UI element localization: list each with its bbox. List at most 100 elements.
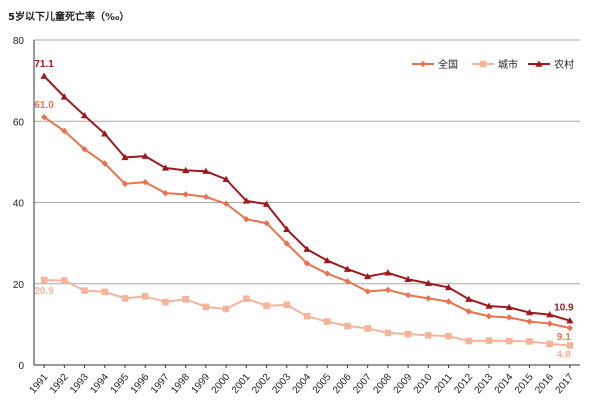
data-label: 9.1 [557,332,571,343]
data-point [80,111,89,119]
data-point [243,215,250,223]
data-point [283,301,291,309]
data-point [364,272,372,280]
data-point [526,318,533,325]
data-point [344,278,351,285]
data-point [162,189,169,197]
data-point [546,320,553,327]
x-tick-label: 2003 [270,372,293,396]
data-point [384,329,392,337]
data-point [121,295,129,302]
data-point [445,298,452,305]
data-point [384,269,392,276]
x-tick-label: 2000 [210,372,233,396]
series-1 [40,276,574,349]
y-tick-label: 80 [13,36,25,47]
data-point [81,146,88,153]
data-point [222,175,230,183]
data-point [526,338,533,345]
data-point [182,166,190,174]
data-point [323,256,331,264]
x-tick-label: 2016 [533,372,556,396]
x-tick-label: 1993 [68,372,91,396]
legend-item-2: 农村 [528,58,574,71]
data-point [243,295,250,303]
data-point [525,308,534,316]
legend-swatch-marker [419,60,427,68]
x-tick-labels: 1991199219931994199519961997199819992000… [28,372,577,396]
data-point [404,330,412,338]
x-tick-label: 1996 [129,372,152,396]
data-point [465,337,473,345]
y-tick-label: 60 [13,117,25,128]
x-tick-label: 2011 [433,372,456,396]
x-tick-label: 2002 [250,372,273,396]
data-point [404,275,412,282]
data-point [465,295,473,302]
x-tick-label: 1995 [109,372,132,396]
data-point [182,191,189,198]
data-label: 20.9 [34,286,54,297]
data-point [202,167,210,174]
series-line [44,279,570,347]
data-point [263,220,270,227]
legend-swatch-marker [535,60,543,67]
x-tick-label: 2004 [291,372,314,396]
data-point [323,318,331,325]
data-point [222,200,230,207]
data-point [61,277,68,284]
data-label: 71.1 [34,59,54,70]
x-tick-label: 2017 [553,372,576,396]
data-point [546,340,553,348]
x-tick-label: 2008 [371,372,394,396]
x-tick-label: 1998 [169,372,192,396]
legend-label: 城市 [498,58,518,71]
x-tick-label: 2012 [452,372,475,396]
data-point [506,314,513,321]
y-tick-label: 40 [13,199,25,210]
data-label: 10.9 [554,303,574,314]
data-point [445,332,452,340]
data-point [485,313,493,320]
legend-item-0: 全国 [412,58,458,71]
series-2 [40,72,574,324]
data-point [182,295,189,303]
data-point [505,303,513,311]
data-point [202,303,210,311]
series-0 [40,113,574,332]
data-point [263,302,270,309]
legend: 全国 城市 农村 [412,58,574,71]
x-tick-label: 1994 [88,372,111,396]
data-label: 4.8 [557,350,571,361]
data-point [364,288,371,295]
data-labels: 71.1 61.0 20.9 10.9 9.1 4.8 [34,59,574,360]
data-point [546,311,554,318]
data-point [142,178,149,186]
data-point [424,279,432,287]
data-point [283,240,290,247]
data-point [384,286,392,294]
axes [33,40,580,368]
y-tick-label: 0 [18,361,24,372]
data-point [60,93,68,100]
data-point [61,127,68,135]
data-point [121,180,129,188]
data-point [324,270,331,277]
data-point [505,337,513,345]
data-point [40,276,48,284]
data-point [404,291,412,299]
data-point [344,322,351,330]
data-point [202,193,210,201]
y-tick-labels: 0 20 40 60 80 [13,36,25,372]
data-point [121,153,129,161]
x-tick-label: 2009 [392,372,415,396]
data-point [262,200,271,207]
x-tick-label: 2005 [311,372,334,396]
x-tick-label: 1999 [189,372,212,396]
legend-item-1: 城市 [472,58,518,71]
legend-label: 农村 [554,58,574,71]
data-point [40,72,48,79]
data-point [343,265,352,272]
data-point [162,298,169,306]
